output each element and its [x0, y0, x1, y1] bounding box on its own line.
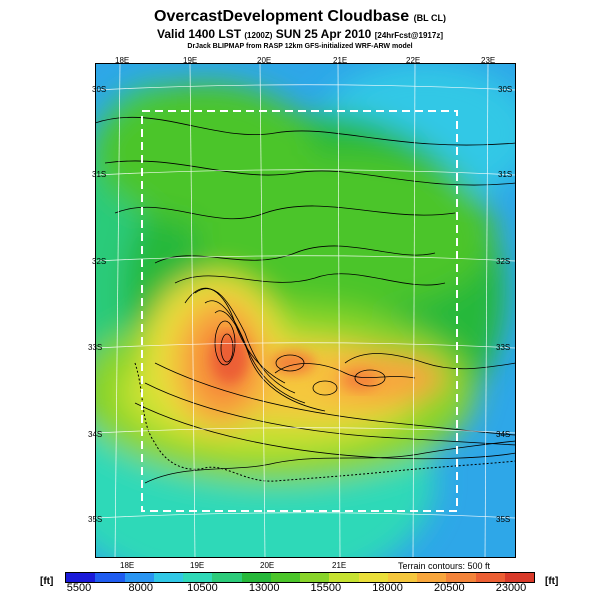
- colorbar-tick-label: 23000: [495, 582, 527, 594]
- colorbar-swatch: [153, 573, 183, 582]
- colorbar-swatch: [270, 573, 300, 582]
- valid-time-line: Valid 1400 LST (1200Z) SUN 25 Apr 2010 […: [157, 27, 443, 41]
- colorbar-swatch: [124, 573, 154, 582]
- colorbar-tick-label: 13000: [248, 582, 280, 594]
- lon-label-top: 18E: [115, 56, 130, 65]
- lon-label-bottom: 21E: [332, 561, 347, 570]
- colorbar-tick-label: 8000: [128, 582, 153, 594]
- colorbar-tick-label: 20500: [433, 582, 465, 594]
- lon-label-top: 23E: [481, 56, 496, 65]
- lat-label-left: 33S: [88, 343, 103, 352]
- colorbar: [65, 572, 535, 583]
- lat-label-left: 34S: [88, 430, 103, 439]
- lon-label-bottom: 19E: [190, 561, 205, 570]
- lat-label-left: 35S: [88, 515, 103, 524]
- colorbar-swatch: [66, 573, 96, 582]
- colorbar-tick-label: 5500: [66, 582, 92, 594]
- colorbar-swatch: [241, 573, 271, 582]
- colorbar-swatch: [475, 573, 505, 582]
- colorbar-swatch: [387, 573, 417, 582]
- map-title: OvercastDevelopment Cloudbase (BL CL): [154, 8, 446, 25]
- lat-label-right: 35S: [496, 515, 511, 524]
- lat-label-right: 30S: [498, 85, 513, 94]
- lon-label-bottom: 18E: [120, 561, 135, 570]
- lon-label-top: 22E: [406, 56, 421, 65]
- lon-label-top: 21E: [333, 56, 348, 65]
- colorbar-tick-label: 15500: [310, 582, 342, 594]
- lat-label-right: 32S: [496, 257, 511, 266]
- credit-line: DrJack BLIPMAP from RASP 12km GFS-initia…: [187, 43, 413, 50]
- lat-label-left: 31S: [92, 170, 107, 179]
- colorbar-swatch: [504, 573, 534, 582]
- colorbar-swatch: [95, 573, 125, 582]
- terrain-contour-note: Terrain contours: 500 ft: [398, 561, 491, 571]
- inner-domain-box: [141, 110, 458, 512]
- colorbar-swatch: [417, 573, 447, 582]
- lat-label-right: 34S: [496, 430, 511, 439]
- lon-label-top: 20E: [257, 56, 272, 65]
- lat-label-left: 32S: [92, 257, 107, 266]
- colorbar-swatch: [300, 573, 330, 582]
- colorbar-swatch: [329, 573, 359, 582]
- coastline: [134, 362, 516, 482]
- terrain-contours: [95, 116, 516, 484]
- colorbar-swatch: [446, 573, 476, 582]
- colorbar-swatch: [212, 573, 242, 582]
- cloudbase-map: [95, 63, 516, 558]
- colorbar-tick-label: 18000: [372, 582, 403, 594]
- lon-label-top: 19E: [183, 56, 198, 65]
- colorbar-swatch: [358, 573, 388, 582]
- colorbar-ticks: 5500 8000 10500 13000 15500 18000 20500 23000: [63, 582, 543, 596]
- colorbar-unit-left: [ft]: [40, 576, 54, 587]
- colorbar-tick-label: 10500: [187, 582, 218, 594]
- lat-label-right: 33S: [496, 343, 511, 352]
- lon-label-bottom: 20E: [260, 561, 275, 570]
- colorbar-swatch: [183, 573, 213, 582]
- graticule: [95, 63, 516, 558]
- lat-label-left: 30S: [92, 85, 107, 94]
- colorbar-unit-right: [ft]: [545, 576, 559, 587]
- lat-label-right: 31S: [498, 170, 513, 179]
